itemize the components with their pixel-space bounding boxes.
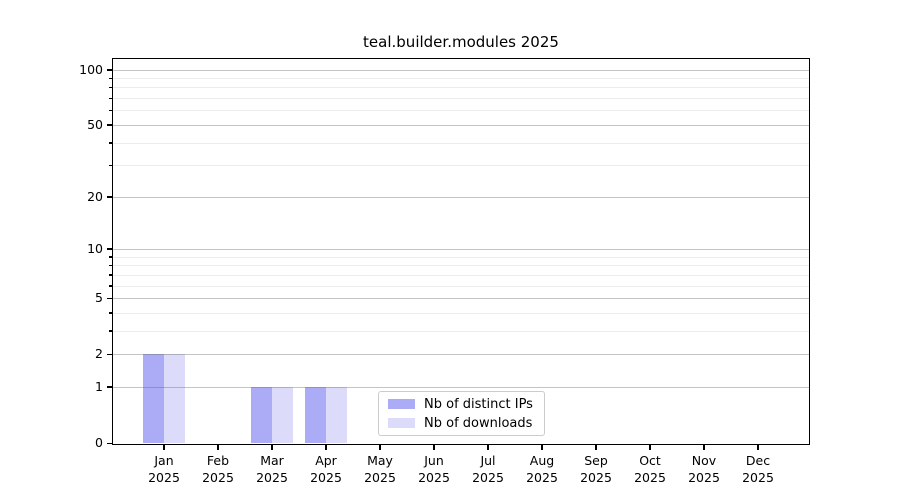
y-tick-label-10: 10 — [87, 240, 103, 256]
y-tick-label-20: 20 — [87, 188, 103, 204]
x-tick-label-jun: Jun 2025 — [418, 453, 450, 485]
x-tick-jan — [163, 444, 165, 450]
x-tick-label-aug: Aug 2025 — [526, 453, 558, 485]
y-tick-20 — [106, 196, 112, 198]
legend-label-nb-of-downloads: Nb of downloads — [424, 415, 533, 431]
major-gridline-y-2 — [113, 354, 809, 356]
bar-jan-nb-of-distinct-ips — [143, 354, 164, 443]
major-gridline-y-1 — [113, 386, 809, 388]
x-tick-label-sep: Sep 2025 — [580, 453, 612, 485]
bar-apr-nb-of-distinct-ips — [305, 386, 326, 443]
x-tick-jun — [433, 444, 435, 450]
legend-swatch-nb-of-downloads — [388, 418, 415, 428]
minor-gridline-y-80 — [113, 87, 809, 89]
legend-swatch-nb-of-distinct-ips — [388, 399, 415, 409]
y-minor-tick-4 — [109, 312, 112, 314]
minor-gridline-y-30 — [113, 165, 809, 167]
x-tick-label-jul: Jul 2025 — [472, 453, 504, 485]
y-tick-2 — [106, 353, 112, 356]
y-tick-5 — [106, 297, 112, 300]
minor-gridline-y-70 — [113, 98, 809, 100]
y-tick-1 — [106, 386, 112, 388]
x-tick-nov — [703, 444, 705, 450]
x-tick-label-oct: Oct 2025 — [634, 453, 666, 485]
minor-gridline-y-6 — [113, 285, 809, 287]
minor-gridline-y-60 — [113, 110, 809, 112]
bar-jan-nb-of-downloads — [164, 354, 185, 443]
x-tick-label-jan: Jan 2025 — [148, 453, 180, 485]
legend-entry-nb-of-distinct-ips: Nb of distinct IPs — [388, 397, 534, 412]
y-minor-tick-7 — [109, 274, 112, 276]
y-minor-tick-9 — [109, 256, 112, 258]
y-tick-label-1: 1 — [95, 378, 103, 394]
major-gridline-y-20 — [113, 196, 809, 198]
y-tick-100 — [106, 69, 112, 71]
major-gridline-y-50 — [113, 124, 809, 126]
x-tick-label-mar: Mar 2025 — [256, 453, 288, 485]
x-tick-label-apr: Apr 2025 — [310, 453, 342, 485]
y-tick-label-50: 50 — [87, 116, 103, 132]
x-tick-may — [379, 444, 381, 450]
y-tick-50 — [106, 124, 112, 126]
minor-gridline-y-7 — [113, 274, 809, 276]
major-gridline-y-10 — [113, 248, 809, 250]
bar-mar-nb-of-downloads — [272, 386, 293, 443]
chart-title: teal.builder.modules 2025 — [363, 33, 559, 51]
major-gridline-y-100 — [113, 69, 809, 71]
bar-mar-nb-of-distinct-ips — [251, 386, 272, 443]
y-tick-label-5: 5 — [95, 290, 103, 306]
y-tick-0 — [106, 442, 112, 444]
x-tick-jul — [487, 444, 489, 450]
x-tick-aug — [541, 444, 543, 450]
y-minor-tick-8 — [109, 264, 112, 267]
y-minor-tick-30 — [109, 164, 112, 167]
x-tick-label-nov: Nov 2025 — [688, 453, 720, 485]
x-tick-apr — [325, 444, 327, 450]
x-tick-label-dec: Dec 2025 — [742, 453, 774, 485]
y-tick-label-2: 2 — [95, 346, 103, 362]
plot-area: 0 1 2 5 10 20 50 100 Jan 2025 Feb 2025 Mar 2025 Apr… — [79, 58, 810, 485]
y-tick-10 — [106, 248, 112, 250]
x-tick-label-feb: Feb 2025 — [202, 453, 234, 485]
y-minor-tick-70 — [109, 97, 112, 100]
bar-apr-nb-of-downloads — [326, 386, 347, 443]
minor-gridline-y-9 — [113, 256, 809, 258]
x-tick-label-may: May 2025 — [364, 453, 396, 485]
y-tick-label-100: 100 — [79, 61, 103, 77]
y-minor-tick-80 — [109, 86, 112, 89]
legend-entry-nb-of-downloads: Nb of downloads — [388, 416, 534, 431]
x-tick-sep — [595, 444, 597, 450]
major-gridline-y-5 — [113, 298, 809, 300]
minor-gridline-y-90 — [113, 78, 809, 80]
minor-gridline-y-3 — [113, 330, 809, 332]
y-minor-tick-60 — [109, 109, 112, 112]
minor-gridline-y-4 — [113, 312, 809, 314]
y-minor-tick-40 — [109, 142, 112, 144]
x-tick-mar — [271, 444, 273, 450]
x-tick-dec — [757, 444, 759, 450]
minor-gridline-y-8 — [113, 265, 809, 267]
y-minor-tick-6 — [109, 285, 112, 287]
legend: Nb of distinct IPs Nb of downloads — [378, 391, 545, 436]
x-tick-oct — [649, 444, 651, 450]
y-tick-label-0: 0 — [95, 435, 103, 450]
x-tick-feb — [217, 444, 219, 450]
y-minor-tick-90 — [109, 77, 112, 80]
y-minor-tick-3 — [109, 330, 112, 332]
legend-label-nb-of-distinct-ips: Nb of distinct IPs — [424, 396, 533, 412]
minor-gridline-y-40 — [113, 142, 809, 144]
